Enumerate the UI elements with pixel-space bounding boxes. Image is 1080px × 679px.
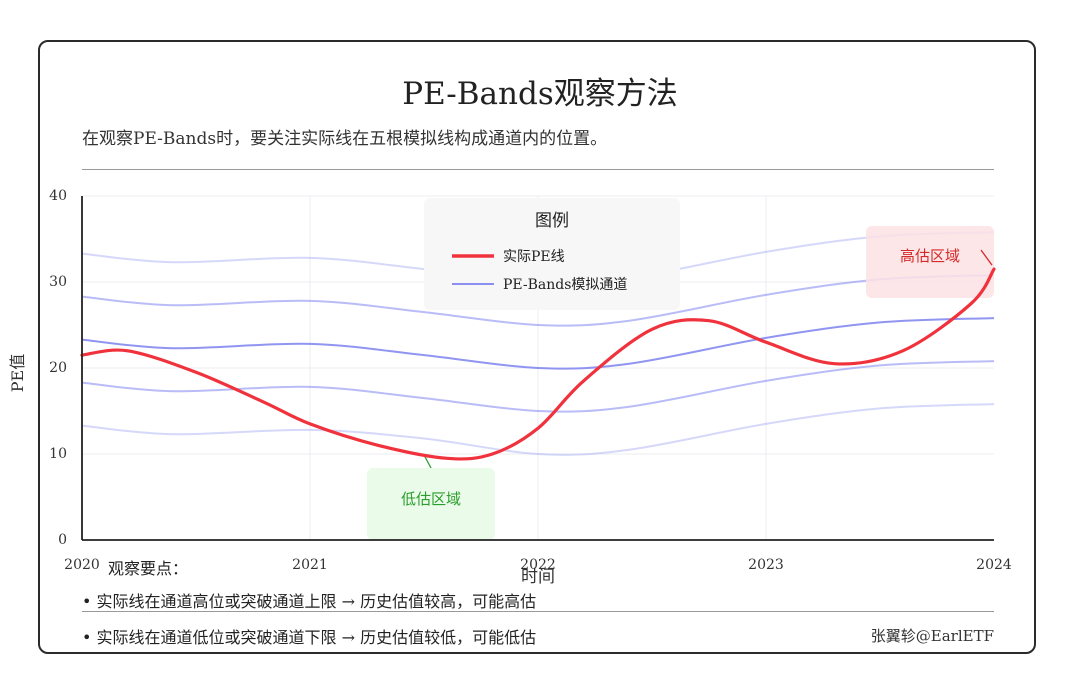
note-high: • 实际线在通道高位或突破通道上限 → 历史估值较高，可能高估 bbox=[82, 592, 537, 611]
x-tick-label-1: 2021 bbox=[292, 557, 328, 573]
low-zone-box bbox=[367, 468, 495, 540]
top-divider bbox=[82, 169, 994, 170]
legend-box bbox=[424, 198, 680, 310]
low-zone-label: 低估区域 bbox=[401, 490, 461, 508]
page-subtitle: 在观察PE-Bands时，要关注实际线在五根模拟线构成通道内的位置。 bbox=[82, 129, 608, 149]
actual-line-group bbox=[80, 267, 996, 461]
band-line-4 bbox=[81, 274, 995, 327]
page-title: PE-Bands观察方法 bbox=[402, 76, 678, 112]
high-zone-box bbox=[866, 226, 994, 298]
notes-divider bbox=[82, 611, 994, 612]
y-axis-title: PE值 bbox=[8, 354, 27, 392]
band-lines bbox=[81, 231, 995, 456]
x-tick-label-3: 2023 bbox=[748, 557, 784, 573]
high-zone-label: 高估区域 bbox=[900, 247, 960, 265]
x-axis-title: 时间 bbox=[521, 567, 555, 587]
y-tick-label-2: 20 bbox=[49, 360, 67, 376]
legend-title: 图例 bbox=[535, 211, 569, 231]
band-line-2 bbox=[81, 360, 995, 413]
band-line-1 bbox=[81, 403, 995, 456]
y-tick-label-0: 0 bbox=[58, 532, 67, 548]
notes-heading: 观察要点： bbox=[108, 559, 189, 578]
low-zone-pointer bbox=[423, 454, 432, 469]
legend-label-band: PE-Bands模拟通道 bbox=[503, 277, 627, 293]
actual-pe-line bbox=[80, 267, 996, 461]
y-tick-label-1: 10 bbox=[49, 446, 67, 462]
high-zone-pointer bbox=[980, 249, 993, 266]
x-tick-label-4: 2024 bbox=[976, 557, 1012, 573]
axes: 0 10 20 30 40 2020 2021 2022 2023 2024 时间 PE值 bbox=[8, 188, 1012, 587]
note-low: • 实际线在通道低位或突破通道下限 → 历史估值较低，可能低估 bbox=[82, 628, 537, 647]
legend-label-actual: 实际PE线 bbox=[503, 249, 565, 265]
y-tick-label-4: 40 bbox=[49, 188, 67, 204]
y-tick-label-3: 30 bbox=[49, 274, 67, 290]
author-credit: 张翼轸@EarlETF bbox=[870, 627, 994, 645]
x-tick-label-2: 2022 bbox=[520, 557, 556, 573]
band-line-3 bbox=[81, 317, 995, 370]
x-tick-label-0: 2020 bbox=[64, 557, 100, 573]
